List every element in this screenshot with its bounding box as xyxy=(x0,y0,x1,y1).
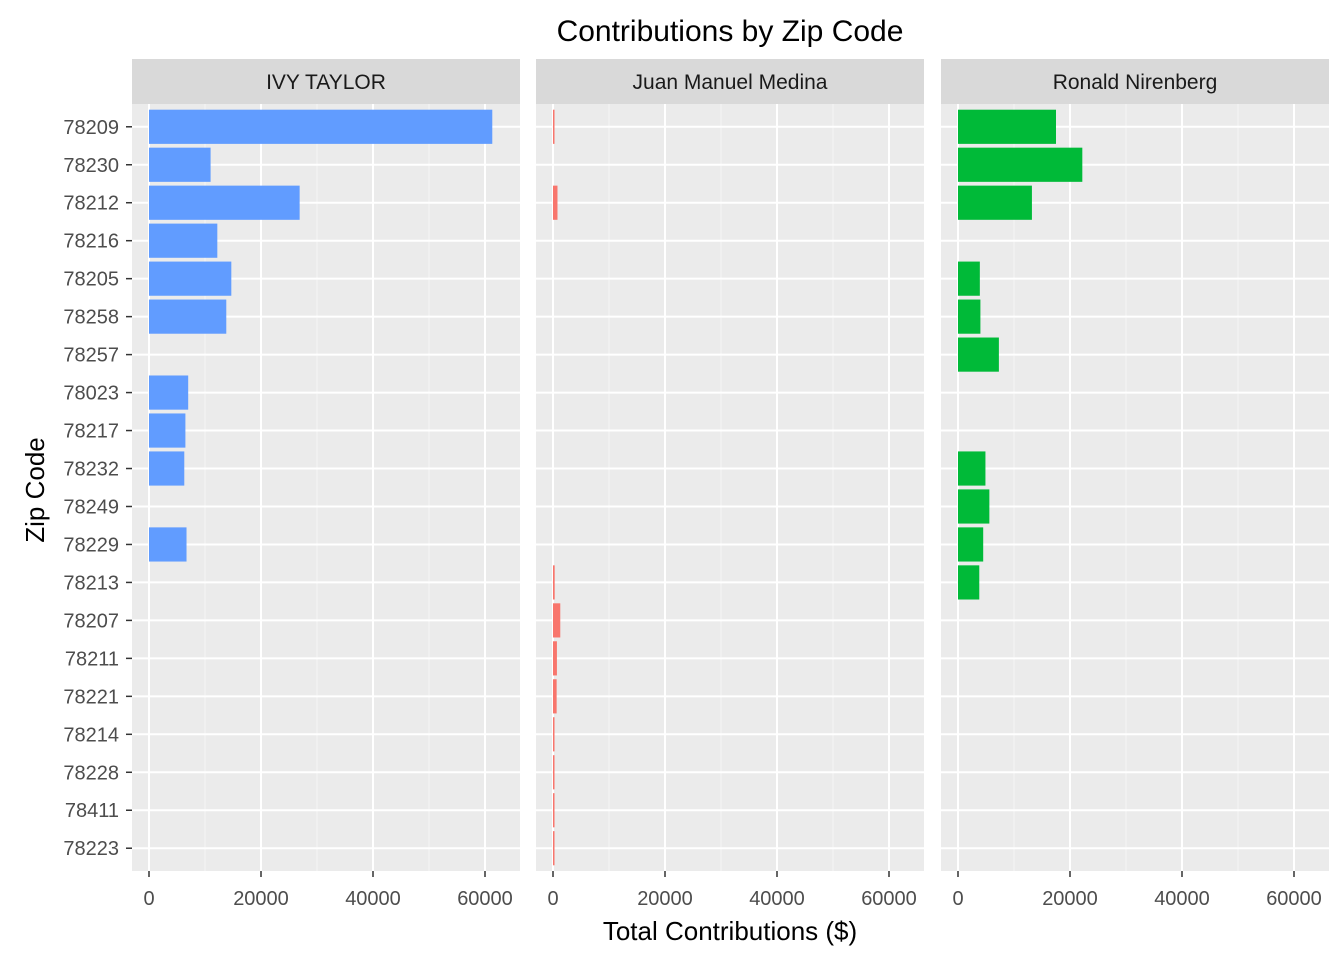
bar-78258 xyxy=(958,299,981,334)
y-tick-label: 78258 xyxy=(63,307,119,329)
bar-78212 xyxy=(149,185,300,220)
panel-ivy-taylor: IVY TAYLOR 0 20000 40000 60000 xyxy=(132,59,520,910)
bar-78249 xyxy=(958,489,990,524)
strip-background xyxy=(536,59,924,104)
y-tick-label: 78257 xyxy=(63,345,119,367)
y-tick-label: 78212 xyxy=(63,193,119,215)
bar-78257 xyxy=(958,337,999,372)
bar-78228 xyxy=(553,755,555,790)
y-tick-label: 78205 xyxy=(63,269,119,291)
bar-78411 xyxy=(553,793,555,828)
panel-juan-manuel-medina: Juan Manuel Medina 0 20000 40000 60000 xyxy=(536,59,924,910)
strip-label: Juan Manuel Medina xyxy=(633,71,828,94)
y-tick-label: 78249 xyxy=(63,496,119,518)
panel-background xyxy=(941,104,1329,871)
bar-78209 xyxy=(149,109,493,144)
strip-background xyxy=(941,59,1329,104)
y-tick-label: 78232 xyxy=(63,459,119,481)
chart-title: Contributions by Zip Code xyxy=(557,15,904,48)
bar-78258 xyxy=(149,299,227,334)
bar-78213 xyxy=(553,565,555,600)
bar-78205 xyxy=(958,261,980,296)
x-tick-label: 20000 xyxy=(233,888,289,910)
bar-78209 xyxy=(553,109,555,144)
strip-background xyxy=(132,59,520,104)
y-axis-title: Zip Code xyxy=(20,437,50,543)
y-tick-label: 78223 xyxy=(63,838,119,860)
y-tick-label: 78214 xyxy=(63,724,119,746)
y-tick-label: 78228 xyxy=(63,762,119,784)
bar-78232 xyxy=(958,451,986,486)
bar-78209 xyxy=(958,109,1056,144)
y-tick-label: 78023 xyxy=(63,383,119,405)
bar-78213 xyxy=(958,565,980,600)
x-tick-label: 40000 xyxy=(345,888,401,910)
x-tick-label: 60000 xyxy=(861,888,917,910)
bar-78223 xyxy=(553,831,555,866)
y-tick-label: 78209 xyxy=(63,117,119,139)
x-tick-label: 40000 xyxy=(749,888,805,910)
bar-78205 xyxy=(149,261,232,296)
bar-78230 xyxy=(958,147,1083,182)
bar-78023 xyxy=(149,375,189,410)
x-tick-label: 0 xyxy=(952,888,963,910)
y-tick-label: 78221 xyxy=(63,686,119,708)
x-axis-title: Total Contributions ($) xyxy=(603,916,857,946)
bar-78212 xyxy=(958,185,1032,220)
y-tick-label: 78211 xyxy=(65,648,119,670)
bar-78207 xyxy=(553,603,561,638)
x-tick-label: 60000 xyxy=(457,888,513,910)
y-tick-label: 78216 xyxy=(63,231,119,253)
y-axis: 78209 78230 78212 78216 78205 78258 78257 78023… xyxy=(63,117,132,860)
bar-78229 xyxy=(149,527,187,562)
y-tick-label: 78229 xyxy=(63,534,119,556)
bar-78214 xyxy=(553,717,555,752)
x-tick-label: 20000 xyxy=(1042,888,1098,910)
panel-background xyxy=(536,104,924,871)
strip-label: Ronald Nirenberg xyxy=(1053,71,1218,94)
bar-78232 xyxy=(149,451,185,486)
y-tick-label: 78230 xyxy=(63,155,119,177)
x-tick-label: 0 xyxy=(143,888,154,910)
y-tick-label: 78213 xyxy=(63,572,119,594)
bar-78211 xyxy=(553,641,557,676)
bar-78216 xyxy=(149,223,218,258)
bar-78217 xyxy=(149,413,186,448)
bar-78230 xyxy=(149,147,211,182)
y-tick-label: 78217 xyxy=(63,421,119,443)
y-tick-label: 78411 xyxy=(65,800,119,822)
x-tick-label: 0 xyxy=(547,888,558,910)
panel-ronald-nirenberg: Ronald Nirenberg 0 20000 40000 60000 xyxy=(941,59,1329,910)
x-tick-label: 60000 xyxy=(1266,888,1322,910)
x-tick-label: 40000 xyxy=(1154,888,1210,910)
x-tick-label: 20000 xyxy=(637,888,693,910)
bar-78221 xyxy=(553,679,557,714)
strip-label: IVY TAYLOR xyxy=(266,71,386,94)
bar-78229 xyxy=(958,527,984,562)
y-tick-label: 78207 xyxy=(63,610,119,632)
bar-78212 xyxy=(553,185,558,220)
